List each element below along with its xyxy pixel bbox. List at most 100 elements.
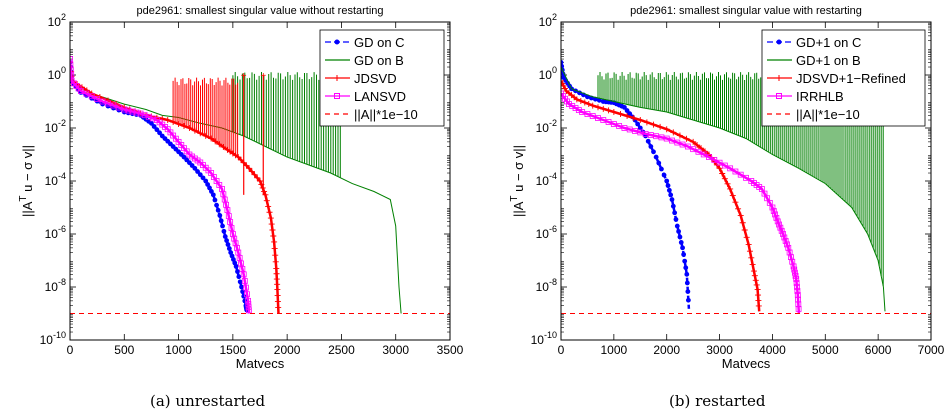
marker [115,104,122,111]
marker [235,269,240,274]
marker [776,221,782,228]
series-3 [70,56,252,314]
marker [270,232,277,239]
marker [195,169,200,174]
y-tick-label: 102 [48,12,66,29]
x-axis-label: Matvecs [722,356,771,371]
legend-label: GD on B [354,53,404,68]
marker [242,298,248,304]
marker [240,271,247,278]
marker [727,165,734,172]
marker [669,197,675,202]
marker [596,97,602,103]
marker [200,175,206,181]
marker [643,119,650,126]
legend-marker [334,93,340,99]
x-tick-label: 2000 [274,343,301,357]
marker [780,231,786,237]
marker [781,234,788,241]
marker [685,289,691,294]
x-tick-label: 0 [558,343,565,357]
y-tick-label: 10-8 [45,277,66,294]
marker [271,245,278,252]
marker [682,258,688,264]
marker [610,109,617,116]
y-tick-label: 10-4 [536,171,557,188]
marker [653,154,659,160]
x-tick-label: 1000 [601,343,628,357]
marker [721,175,728,182]
x-tick-label: 500 [114,343,134,357]
marker [214,202,219,208]
marker [186,125,193,131]
marker [729,192,736,199]
marker [222,234,228,239]
legend-marker [334,39,340,45]
marker [794,284,800,290]
marker [741,227,748,234]
marker [676,132,683,139]
marker [772,211,778,218]
chart-panel-b: 10-10 10-8 10-6 10-4 10-2 100 102 0 1000 2000 3000… [509,5,945,371]
marker [210,192,216,198]
marker [650,121,657,128]
marker [83,90,90,97]
marker [236,274,242,280]
series-2 [561,77,762,312]
caption-restarted: (b) restarted [669,392,766,410]
marker [572,105,579,111]
marker [684,271,690,277]
caption-unrestarted: (a) unrestarted [150,392,266,410]
legend-label: GD on C [354,35,405,50]
marker [262,191,269,198]
marker [235,249,242,256]
marker [751,272,758,279]
marker [737,212,744,219]
marker [624,108,630,113]
marker [637,125,643,131]
legend-label: GD+1 on B [796,53,861,68]
marker [227,219,234,225]
x-tick-label: 1500 [220,343,247,357]
marker [750,268,757,275]
marker [266,209,273,216]
marker [755,297,762,304]
marker [651,149,656,155]
marker [773,214,780,221]
y-tick-label: 10-10 [531,330,557,347]
legend-label: LANSVD [354,89,406,104]
marker [218,218,224,224]
legend: GD on C GD on B JDSVD LANSVD ||A||*1e−10 [319,29,445,127]
marker [224,207,231,213]
marker [605,107,612,114]
marker [753,281,760,288]
marker [670,129,677,136]
marker [240,159,247,166]
marker [678,239,684,245]
marker [239,284,244,290]
marker [274,298,281,305]
marker [732,199,739,206]
marker [77,88,84,94]
x-tick-label: 0 [67,343,74,357]
x-tick-label: 3000 [706,343,733,357]
marker [170,119,177,126]
spike-lines [172,77,239,157]
x-axis-label: Matvecs [236,356,285,371]
marker [752,277,759,284]
marker [569,103,576,109]
marker [622,104,627,110]
marker [192,165,198,171]
marker [566,101,572,107]
marker [791,269,798,276]
marker [221,228,227,234]
marker [246,165,253,172]
marker [99,98,106,105]
marker [245,307,252,314]
marker [664,178,670,184]
y-tick-label: 10-2 [536,118,557,135]
marker [245,297,251,304]
marker [600,105,607,112]
y-tick-label: 10-6 [536,224,557,241]
